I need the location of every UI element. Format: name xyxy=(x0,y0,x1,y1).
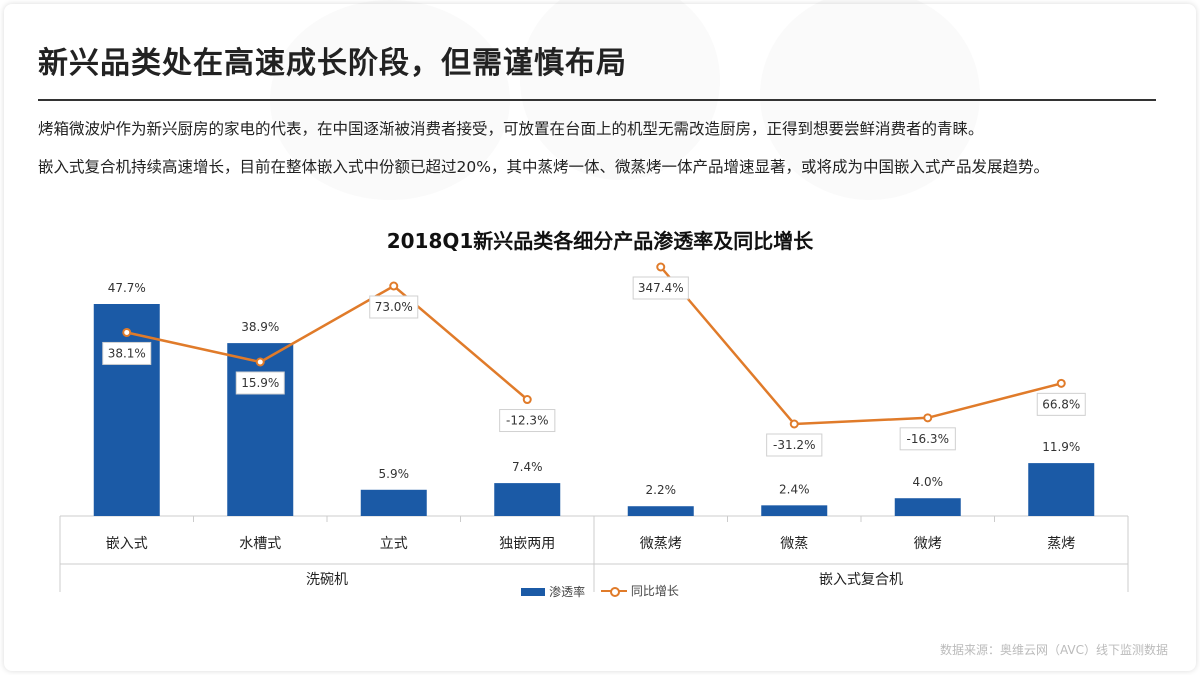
legend-item-penetration: 渗透率 xyxy=(521,583,585,600)
group-label: 嵌入式复合机 xyxy=(819,571,903,588)
growth-label-box xyxy=(766,433,823,457)
legend-label: 同比增长 xyxy=(630,584,679,598)
growth-point xyxy=(789,419,799,429)
group-label: 洗碗机 xyxy=(306,572,348,588)
bar xyxy=(627,506,694,516)
title-divider xyxy=(38,99,1156,101)
bar-value-label: 5.9% xyxy=(379,467,410,481)
growth-value-label: 66.8% xyxy=(1042,397,1080,411)
growth-line xyxy=(659,266,1062,426)
growth-label-box xyxy=(102,341,152,365)
growth-value-label: 347.4% xyxy=(638,281,684,295)
summary-paragraph-2: 嵌入式复合机持续高速增长，目前在整体嵌入式中份额已超过20%，其中蒸烤一体、微蒸… xyxy=(38,158,1049,176)
bar xyxy=(894,498,961,516)
bar xyxy=(494,483,561,516)
growth-point xyxy=(255,357,265,367)
page-title: 新兴品类处在高速成长阶段，但需谨慎布局 xyxy=(38,46,627,81)
bar-value-label: 7.4% xyxy=(512,460,543,474)
legend-line-swatch xyxy=(600,586,627,597)
growth-value-label: 15.9% xyxy=(241,376,279,390)
bar xyxy=(360,489,427,516)
bar xyxy=(227,343,294,516)
bar-value-label: 47.7% xyxy=(108,281,146,295)
x-tick-label: 水槽式 xyxy=(239,536,281,552)
growth-point xyxy=(923,413,933,423)
growth-point xyxy=(1056,378,1066,388)
x-tick-label: 微蒸 xyxy=(780,536,808,552)
legend-item-growth: 同比增长 xyxy=(600,582,679,599)
legend-bar-swatch xyxy=(521,587,546,596)
x-tick-label: 独嵌两用 xyxy=(499,536,555,552)
bar-value-label: 4.0% xyxy=(913,475,944,489)
growth-label-box xyxy=(899,427,956,451)
growth-value-label: 38.1% xyxy=(108,346,146,360)
x-tick-label: 立式 xyxy=(380,536,408,552)
growth-label-box xyxy=(369,295,419,319)
bar-value-label: 2.2% xyxy=(646,483,677,497)
growth-label-box xyxy=(632,276,689,300)
bar-value-label: 2.4% xyxy=(779,482,810,496)
growth-label-box xyxy=(499,409,556,433)
x-tick-label: 微烤 xyxy=(914,536,942,552)
bar-value-label: 11.9% xyxy=(1042,440,1080,454)
chart-legend: 渗透率 同比增长 xyxy=(0,582,1200,600)
data-source-note: 数据来源：奥维云网（AVC）线下监测数据 xyxy=(939,643,1168,657)
x-tick-label: 嵌入式 xyxy=(106,536,148,552)
growth-point xyxy=(656,262,666,272)
chart-title: 2018Q1新兴品类各细分产品渗透率及同比增长 xyxy=(386,229,814,253)
bar xyxy=(1028,463,1095,516)
growth-point xyxy=(522,395,532,405)
growth-label-box xyxy=(1036,392,1086,416)
growth-label-box xyxy=(235,371,285,395)
growth-value-label: 73.0% xyxy=(375,300,413,314)
growth-value-label: -31.2% xyxy=(773,438,815,452)
legend-label: 渗透率 xyxy=(549,585,586,599)
bar-value-label: 38.9% xyxy=(241,320,279,334)
growth-point xyxy=(389,281,399,291)
bar xyxy=(93,304,160,516)
growth-line xyxy=(126,284,529,401)
summary-paragraph-1: 烤箱微波炉作为新兴厨房的家电的代表，在中国逐渐被消费者接受，可放置在台面上的机型… xyxy=(38,120,984,138)
x-tick-label: 微蒸烤 xyxy=(640,536,682,552)
bar xyxy=(761,505,828,516)
growth-value-label: -16.3% xyxy=(907,432,949,446)
growth-point xyxy=(122,327,132,337)
growth-value-label: -12.3% xyxy=(506,414,548,428)
x-tick-label: 蒸烤 xyxy=(1047,536,1075,552)
